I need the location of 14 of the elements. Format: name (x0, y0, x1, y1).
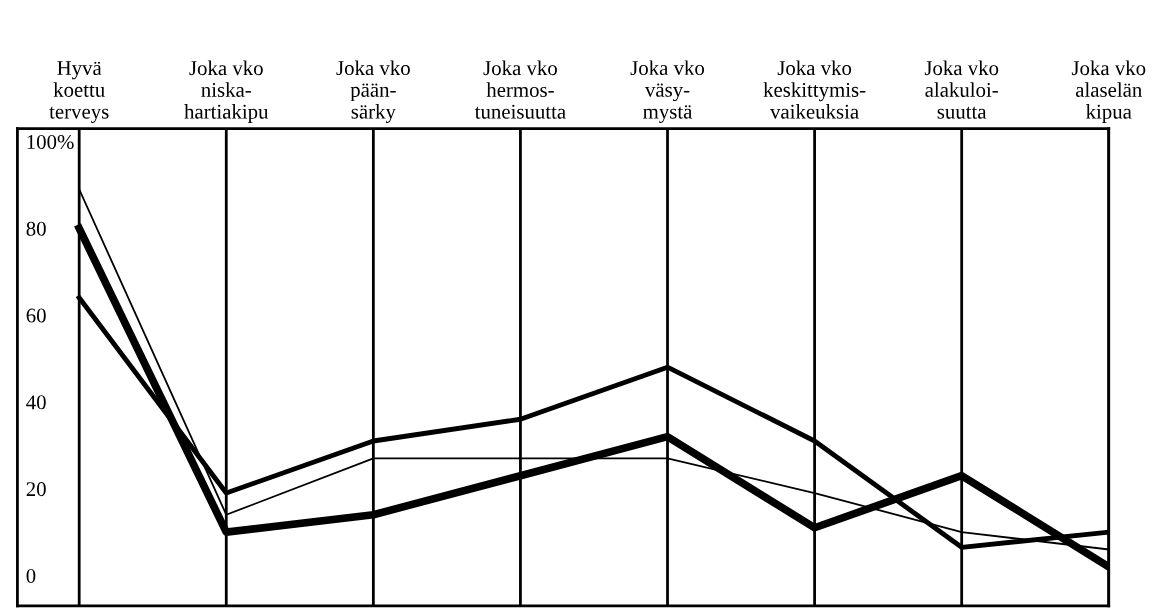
x-tick-label: Joka vko alakuloi- suutta (924, 60, 999, 119)
y-tick-label: 0 (26, 568, 36, 583)
y-tick-label: 20 (26, 482, 46, 497)
y-tick-label: 40 (26, 395, 46, 410)
x-tick-label: Joka vko hermos- tuneisuutta (474, 60, 566, 119)
x-tick-label: Joka vko väsy- mystä (630, 60, 705, 123)
y-tick-label: 100% (27, 134, 74, 150)
x-tick-label: Joka vko keskittymis- vaikeuksia (763, 60, 866, 119)
x-tick-label: Joka vko pään- särky (336, 60, 410, 123)
x-tick-label: Hyvä koettu terveys (49, 61, 109, 123)
y-tick-label: 60 (26, 308, 46, 323)
x-tick-label: Joka vko alaselän kipua (1071, 60, 1146, 123)
y-tick-label: 80 (26, 221, 46, 236)
x-tick-label: Joka vko niska- hartiakipu (184, 60, 269, 123)
